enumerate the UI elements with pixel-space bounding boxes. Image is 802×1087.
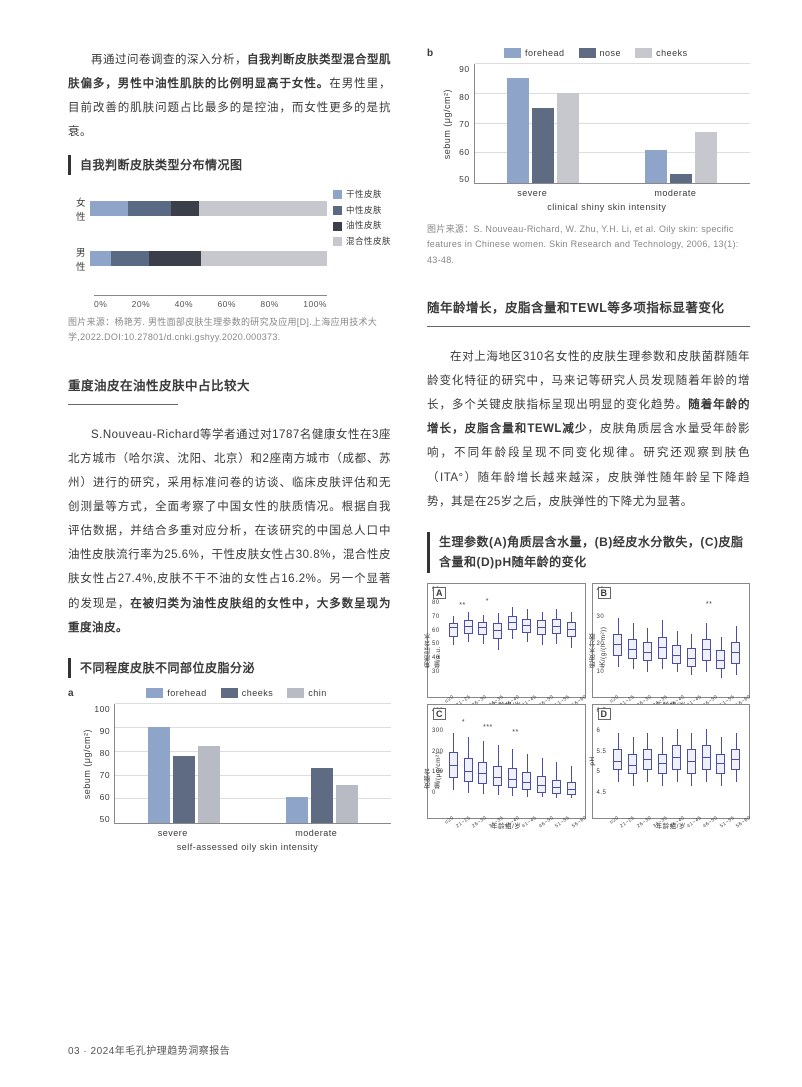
boxplot-grid: A 角质层含水量/a.u. 30405060708090: [427, 583, 750, 819]
paragraph: 在对上海地区310名女性的皮肤生理参数和皮肤菌群随年龄变化特征的研究中，马来记等…: [427, 345, 750, 514]
caption: 图片来源：杨艳芳. 男性面部皮肤生理参数的研究及应用[D].上海应用技术大学,2…: [68, 315, 391, 346]
chart-title-boxplot: 生理参数(A)角质层含水量，(B)经皮水分散失，(C)皮脂含量和(D)pH随年龄…: [427, 532, 750, 573]
chart-title-vbar-a: 不同程度皮肤不同部位皮脂分泌: [68, 658, 391, 678]
paragraph: 再通过问卷调查的深入分析，自我判断皮肤类型混合型肌肤偏多，男性中油性肌肤的比例明…: [68, 48, 391, 145]
grouped-vbar-chart-b: b foreheadnosecheeks sebum (μg/cm²) 9080…: [427, 48, 750, 212]
grouped-vbar-chart-a: a foreheadcheekschin sebum (μg/cm²) 1009…: [68, 688, 391, 852]
subheading: 随年龄增长，皮脂含量和TEWL等多项指标显著变化: [427, 298, 750, 320]
paragraph: S.Nouveau-Richard等学者通过对1787名健康女性在3座北方城市（…: [68, 423, 391, 640]
caption: 图片来源：S. Nouveau-Richard, W. Zhu, Y.H. Li…: [427, 222, 750, 268]
stacked-hbar-chart: 女性男性0%20%40%60%80%100%干性皮肤中性皮肤油性皮肤混合性皮肤: [68, 187, 391, 309]
page-footer: 03 · 2024年毛孔护理趋势洞察报告: [68, 1042, 230, 1057]
right-column: b foreheadnosecheeks sebum (μg/cm²) 9080…: [427, 48, 750, 852]
subheading: 重度油皮在油性皮肤中占比较大: [68, 376, 391, 398]
chart-title-hbar: 自我判断皮肤类型分布情况图: [68, 155, 391, 175]
left-column: 再通过问卷调查的深入分析，自我判断皮肤类型混合型肌肤偏多，男性中油性肌肤的比例明…: [68, 48, 391, 852]
